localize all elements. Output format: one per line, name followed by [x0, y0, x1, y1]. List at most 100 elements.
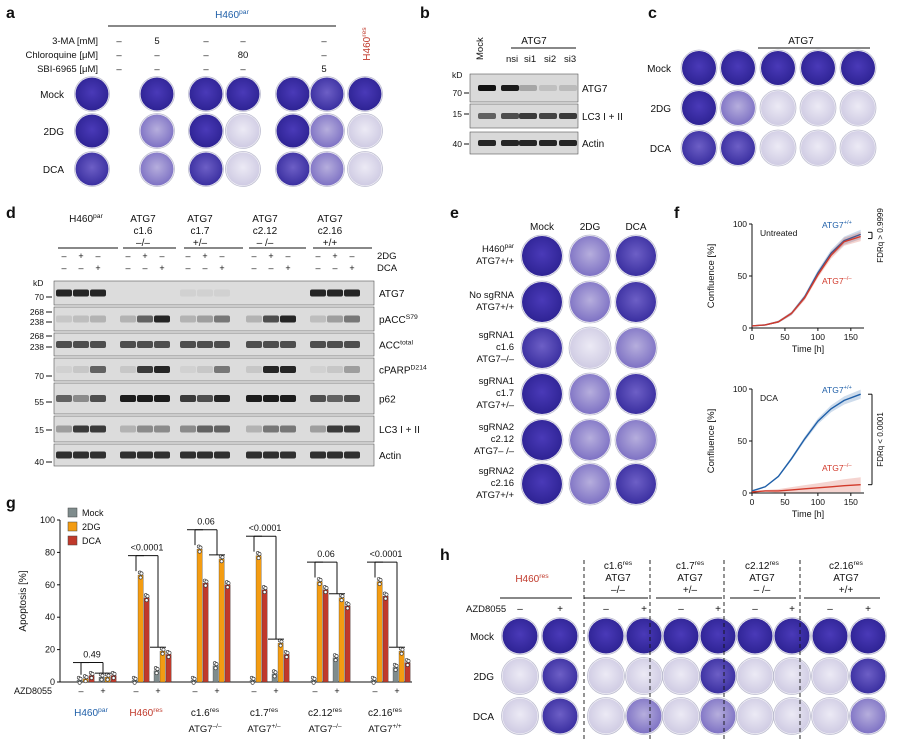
panel-d-2dg-sign: –: [159, 251, 164, 261]
panel-e-row-line1: sgRNA2: [479, 466, 514, 477]
panel-g-replicate-dot: [394, 663, 399, 668]
panel-g-replicate-dot: [166, 654, 171, 659]
panel-d-band: [137, 366, 153, 373]
panel-d-band: [56, 366, 72, 373]
panel-d-band: [90, 315, 106, 323]
panel-d-band-label: LC3 I + II: [379, 425, 420, 436]
superscript: –/–: [844, 276, 853, 282]
superscript: S79: [406, 314, 418, 321]
panel-d-dca-sign: +: [349, 263, 354, 273]
panel-h-well: [542, 658, 578, 694]
panel-g-replicate-dot: [155, 667, 160, 671]
panel-a-dose-value: –: [240, 36, 246, 47]
panel-c-well: [841, 131, 875, 165]
panel-h-well: [542, 698, 578, 734]
panel-g-replicate-dot: [384, 592, 389, 597]
panel-h-group-line2: ATG7: [833, 573, 859, 584]
panel-b-band: [559, 140, 577, 146]
panel-d-band: [344, 451, 360, 459]
panel-d-marker: 40: [35, 457, 45, 467]
panel-g-ytick-label: 0: [50, 677, 55, 687]
panel-h-well: [737, 658, 773, 694]
panel-d-band: [90, 425, 106, 433]
panel-h-well: [774, 698, 810, 734]
panel-e-row-line2: c1.6: [496, 342, 514, 353]
panel-g-ytick-label: 40: [45, 612, 55, 622]
panel-a-well: [348, 114, 382, 148]
panel-g-bar: [382, 595, 389, 683]
panel-g-azd-sign: –: [133, 686, 138, 696]
panel-h-row: 2DG: [473, 672, 494, 683]
panel-g-replicate-dot: [334, 654, 339, 658]
panel-h-row: DCA: [473, 712, 494, 723]
panel-h-azd-sign: –: [517, 604, 523, 615]
panel-e-well: [616, 328, 656, 368]
panel-h-well: [663, 658, 699, 694]
panel-g-azd-sign: +: [334, 686, 339, 696]
panel-d-dca-sign: –: [251, 263, 256, 273]
panel-g-replicate-dot: [372, 676, 377, 681]
panel-g-replicate-dot: [132, 680, 137, 685]
panel-a-treatment-label: 3-MA [mM]: [52, 36, 98, 47]
panel-g-replicate-dot: [106, 673, 111, 678]
panel-b-lane: Mock: [475, 37, 486, 60]
panel-b-band: [519, 140, 537, 146]
panel-d-band: [214, 289, 230, 297]
panel-g-replicate-dot: [112, 672, 117, 676]
panel-h-group-line3: – /–: [754, 585, 771, 596]
panel-d-band: [246, 395, 262, 402]
panel-d-marker: 268: [30, 331, 44, 341]
panel-g-replicate-dot: [219, 559, 224, 564]
panel-d-band: [137, 341, 153, 348]
panel-a-well: [276, 152, 310, 186]
panel-d-group-geno: –/–: [136, 238, 150, 249]
panel-d-band: [197, 451, 213, 459]
panel-d-band: [197, 315, 213, 323]
panel-a-well: [348, 152, 382, 186]
panel-g-replicate-dot: [339, 598, 344, 603]
panel-letter: a: [6, 5, 15, 22]
panel-b-band: [559, 85, 577, 91]
panel-d-2dg-sign: –: [251, 251, 256, 261]
panel-h-group-line2: ATG7: [749, 573, 775, 584]
panel-g-replicate-dot: [393, 667, 398, 672]
panel-d-band: [120, 395, 136, 402]
panel-a-well: [310, 77, 344, 111]
superscript: D214: [411, 365, 427, 372]
panel-g-bar: [398, 651, 405, 683]
panel-a-well: [189, 152, 223, 186]
panel-letter: b: [420, 5, 430, 22]
panel-g-replicate-dot: [317, 582, 322, 586]
panel-f-title: Untreated: [760, 228, 798, 238]
panel-e-col: Mock: [530, 222, 555, 233]
panel-g-replicate-dot: [99, 677, 104, 682]
panel-g-bar: [196, 549, 203, 683]
panel-g-replicate-dot: [383, 596, 388, 601]
panel-g-group-label: H460res: [129, 707, 163, 719]
panel-e-well: [522, 464, 562, 504]
panel-e-row-line2: c1.7: [496, 388, 514, 399]
panel-h-azd: AZD8055: [466, 604, 506, 615]
panel-g-azd-sign: +: [100, 686, 105, 696]
panel-a-well: [140, 114, 174, 148]
panel-g-replicate-dot: [323, 590, 328, 594]
panel-g-replicate-dot: [256, 556, 261, 560]
panel-d-group: ATG7: [187, 214, 213, 225]
panel-d-band: [214, 425, 230, 433]
panel-h-well: [812, 658, 848, 694]
panel-g-group-label: c2.16res: [368, 707, 403, 719]
panel-a-well: [276, 114, 310, 148]
panel-h-azd-sign: +: [865, 604, 871, 615]
panel-e-well: [522, 420, 562, 460]
panel-f-ytick-label: 100: [733, 384, 747, 394]
panel-f-series-line: [751, 393, 861, 492]
panel-g-replicate-dot: [213, 666, 218, 671]
panel-g-ytick-label: 20: [45, 645, 55, 655]
panel-d-band: [344, 366, 360, 373]
panel-d-group-clone: c1.6: [134, 226, 153, 237]
panel-d-band: [246, 315, 262, 323]
panel-d-band: [263, 366, 279, 373]
panel-d-band: [154, 395, 170, 402]
panel-g-replicate-dot: [197, 549, 202, 554]
panel-c-well: [801, 91, 835, 125]
